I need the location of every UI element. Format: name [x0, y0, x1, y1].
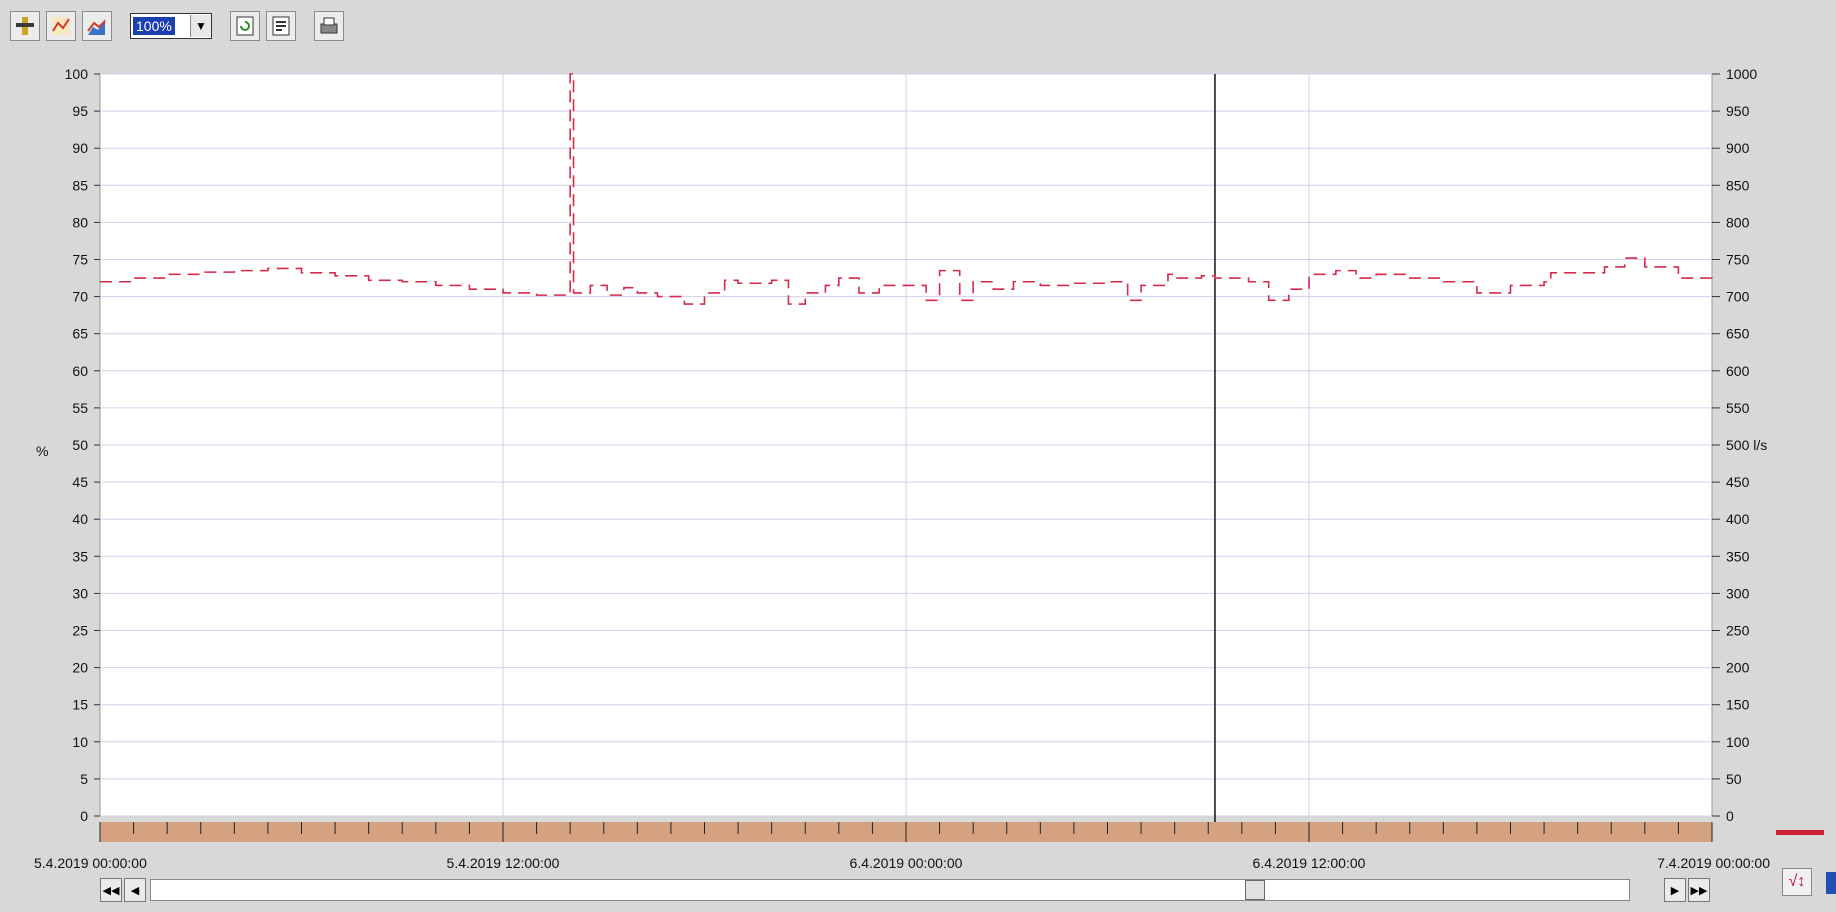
x-tick-label: 6.4.2019 00:00:00 — [850, 855, 963, 871]
y-right-tick-label: 350 — [1726, 548, 1750, 564]
y-left-tick-label: 10 — [72, 734, 88, 750]
y-right-tick-label: 750 — [1726, 252, 1750, 268]
properties-icon[interactable] — [266, 11, 296, 41]
y-right-tick-label: 200 — [1726, 660, 1750, 676]
y-right-tick-label: 400 — [1726, 511, 1750, 527]
y-right-tick-label: 100 — [1726, 734, 1750, 750]
y-right-tick-label: 950 — [1726, 103, 1750, 119]
y-left-tick-label: 45 — [72, 474, 88, 490]
ruler-toggle-button[interactable]: √↕ — [1782, 868, 1812, 896]
y-left-tick-label: 20 — [72, 660, 88, 676]
area-chart-icon[interactable] — [82, 11, 112, 41]
line-chart-icon[interactable] — [46, 11, 76, 41]
y-left-tick-label: 5 — [80, 771, 88, 787]
y-left-tick-label: 40 — [72, 511, 88, 527]
y-right-tick-label: 550 — [1726, 400, 1750, 416]
y-right-tick-label: 500 l/s — [1726, 437, 1767, 453]
y-left-tick-label: 55 — [72, 400, 88, 416]
y-left-tick-label: 95 — [72, 103, 88, 119]
x-tick-label: 5.4.2019 12:00:00 — [447, 855, 560, 871]
y-left-tick-label: 65 — [72, 326, 88, 342]
y-left-tick-label: 85 — [72, 177, 88, 193]
scroll-thumb[interactable] — [1244, 880, 1265, 900]
y-left-tick-label: 75 — [72, 252, 88, 268]
y-right-tick-label: 300 — [1726, 585, 1750, 601]
y-left-tick-label: 25 — [72, 623, 88, 639]
scroll-prev-button[interactable]: ◀ — [124, 878, 146, 902]
y-right-tick-label: 50 — [1726, 771, 1742, 787]
right-y-axis: 0 50 100 150 200 250 300 350 400 450 500 l/s 550 600… — [1712, 66, 1767, 824]
x-tick-label: 6.4.2019 12:00:00 — [1253, 855, 1366, 871]
scroll-track[interactable] — [150, 879, 1630, 901]
x-axis-labels: 5.4.2019 00:00:00 5.4.2019 12:00:00 6.4.20… — [34, 855, 1770, 871]
series-line — [100, 73, 1713, 305]
y-right-tick-label: 650 — [1726, 326, 1750, 342]
print-icon[interactable] — [314, 11, 344, 41]
y-right-tick-label: 1000 — [1726, 66, 1757, 82]
y-left-tick-label: 30 — [72, 585, 88, 601]
scroll-last-button[interactable]: ▶▶ — [1688, 878, 1710, 902]
y-right-tick-label: 700 — [1726, 289, 1750, 305]
y-left-tick-label: 35 — [72, 548, 88, 564]
refresh-icon[interactable] — [230, 11, 260, 41]
y-right-tick-label: 850 — [1726, 177, 1750, 193]
zoom-select[interactable]: 100% ▼ — [130, 13, 212, 39]
y-right-tick-label: 150 — [1726, 697, 1750, 713]
y-left-tick-label: 15 — [72, 697, 88, 713]
y-right-tick-label: 0 — [1726, 808, 1734, 824]
y-left-tick-label: 50 — [72, 437, 88, 453]
y-right-tick-label: 600 — [1726, 363, 1750, 379]
chevron-down-icon[interactable]: ▼ — [190, 15, 211, 37]
y-left-tick-label: 60 — [72, 363, 88, 379]
y-right-tick-label: 250 — [1726, 623, 1750, 639]
y-right-tick-label: 800 — [1726, 214, 1750, 230]
time-scrollbar[interactable]: ◀◀ ◀ ▶ ▶▶ — [100, 878, 1710, 904]
x-tick-label: 5.4.2019 00:00:00 — [34, 855, 147, 871]
x-tick-label: 7.4.2019 00:00:00 — [1657, 855, 1770, 871]
y-left-tick-label: 90 — [72, 140, 88, 156]
chart-toolbar: 100% ▼ — [10, 8, 344, 44]
y-left-tick-label: 0 — [80, 808, 88, 824]
left-axis-unit: % — [36, 443, 48, 459]
zoom-value: 100% — [133, 17, 175, 35]
y-left-tick-label: 100 — [65, 66, 89, 82]
vertical-gridlines — [502, 74, 1310, 816]
y-left-tick-label: 80 — [72, 214, 88, 230]
panel-edge-marker — [1826, 872, 1836, 894]
scroll-first-button[interactable]: ◀◀ — [100, 878, 122, 902]
y-left-tick-label: 70 — [72, 289, 88, 305]
x-axis-ticks — [99, 822, 1713, 842]
left-y-axis: 0 5 10 15 20 25 30 35 40 45 50 55 60 65 70 75 80 85 90 95 10… — [65, 66, 100, 824]
y-right-tick-label: 450 — [1726, 474, 1750, 490]
series-legend-swatch — [1776, 830, 1824, 835]
scroll-next-button[interactable]: ▶ — [1664, 878, 1686, 902]
ruler-icon[interactable] — [10, 11, 40, 41]
y-right-tick-label: 900 — [1726, 140, 1750, 156]
